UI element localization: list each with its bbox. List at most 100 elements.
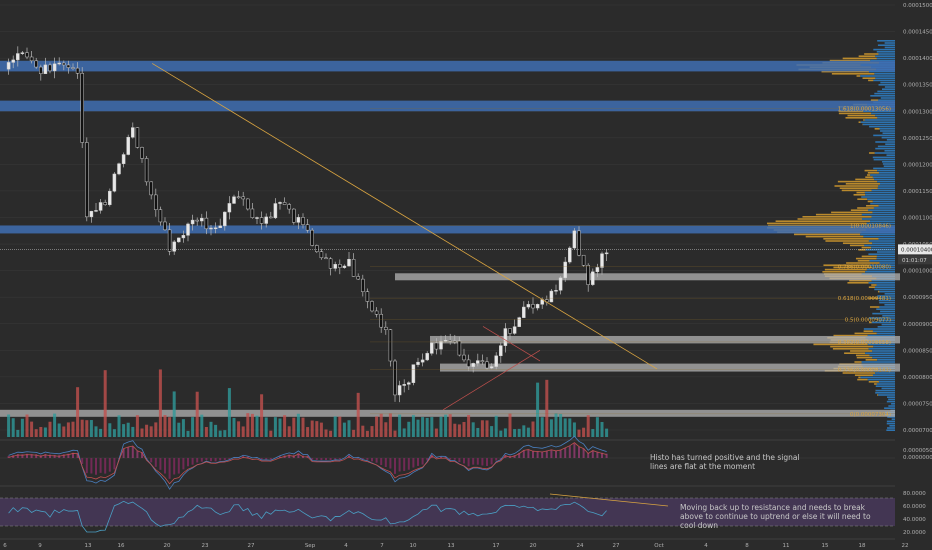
candle-body [89,210,94,218]
volume-bar [218,430,222,437]
volume-profile-bar [847,114,876,117]
volume-bar [480,420,484,437]
volume-bar [356,392,360,437]
volume-profile-bar [868,70,895,73]
volume-bar [103,370,107,437]
candle-body [48,64,52,72]
volume-profile-bar [856,191,865,194]
volume-profile-bar [825,240,869,242]
time-tick-label: 15 [822,543,829,549]
candle-body [351,259,356,277]
current-price-tag [898,244,932,255]
macd-histogram-bar [472,458,475,465]
volume-profile-bar [874,383,877,385]
macd-histogram-bar [440,456,442,458]
macd-histogram-bar [131,446,134,458]
volume-profile-bar [863,328,895,330]
candle-body [94,210,98,212]
fib-label: 0.382(0.00008658) [838,340,891,346]
volume-profile-bar [875,77,895,79]
macd-histogram-bar [191,458,194,465]
candle-body [370,301,374,312]
candle-body [241,196,245,200]
volume-profile-bar [873,207,895,209]
macd-histogram-bar [398,458,401,472]
volume-profile-bar [871,246,895,249]
volume-profile-bar [854,374,873,376]
candle-body [402,384,406,386]
volume-bar [508,413,512,437]
candle-body [29,56,34,62]
candle-body [568,247,572,263]
candle-body [361,278,365,292]
candle-body [457,340,462,356]
volume-bar [430,417,434,437]
fib-label: 1.618(0.00013056) [838,106,891,112]
candle-body [62,62,66,66]
time-tick-label: 4 [344,543,348,549]
volume-profile-bar [876,51,895,53]
volume-bar [117,415,121,437]
volume-bar [333,416,337,437]
volume-profile-bar [884,293,895,295]
time-tick-label: 27 [613,543,620,549]
volume-bar [439,416,443,437]
volume-bar [453,423,457,437]
volume-bar [126,422,130,437]
macd-histogram-bar [366,458,369,460]
candle-body [140,147,144,159]
candle-body [121,154,126,164]
volume-profile-bar [881,323,895,326]
volume-profile-bar [884,86,895,88]
volume-bar [476,427,480,437]
candle-body [181,235,186,239]
volume-profile-bar [861,361,895,363]
volume-profile-bar [878,99,895,101]
candle-body [328,258,333,269]
candle-body [163,221,167,231]
candle-body [315,245,319,252]
time-tick-label: 27 [248,543,255,549]
macd-histogram-bar [467,458,470,467]
volume-profile-bar [822,271,866,273]
volume-bar [490,426,494,437]
macd-histogram-bar [81,458,84,464]
rsi-tick-label: 60.0000 [903,504,926,510]
macd-histogram-bar [279,456,281,458]
volume-profile-bar [879,306,895,308]
time-tick-label: 23 [202,543,209,549]
volume-profile-bar [849,244,865,247]
volume-profile-bar [862,218,895,220]
volume-profile-bar [854,332,877,335]
candle-body [246,198,250,210]
candle-body [103,202,107,205]
volume-bar [310,420,314,437]
candle-body [71,67,75,69]
volume-bar [393,430,397,437]
volume-profile-bar [877,187,895,189]
volume-profile-bar [864,244,895,247]
volume-profile-bar [872,211,895,214]
volume-profile-bar [881,88,895,90]
volume-profile-bar [888,398,895,401]
volume-profile-bar [871,189,895,192]
macd-histogram-bar [44,454,47,458]
volume-profile-bar [873,158,895,161]
countdown-label: 01:01:07 [902,258,927,264]
volume-profile-bar [864,53,879,55]
volume-profile-bar [876,308,895,310]
volume-profile-bar [878,238,895,240]
macd-histogram-bar [173,458,176,475]
candle-body [407,382,411,385]
volume-profile-bar [872,350,895,352]
candle-body [586,265,590,285]
candle-body [16,53,20,61]
volume-bar [135,415,139,437]
macd-histogram-bar [168,458,171,479]
candle-body [190,219,195,225]
volume-profile-bar [873,134,895,137]
volume-profile-bar [830,345,874,348]
